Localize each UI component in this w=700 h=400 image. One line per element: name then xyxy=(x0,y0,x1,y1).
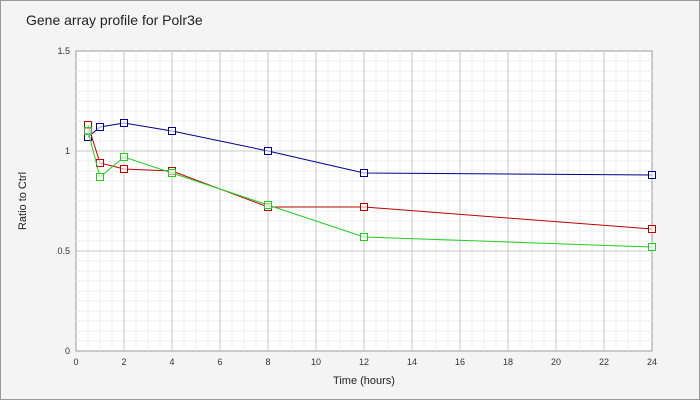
x-axis-label: Time (hours) xyxy=(333,375,395,387)
data-point-marker xyxy=(648,171,656,179)
data-point-marker xyxy=(84,127,92,135)
data-point-marker xyxy=(648,225,656,233)
x-tick-label: 14 xyxy=(407,357,417,367)
data-point-marker xyxy=(360,169,368,177)
data-point-marker xyxy=(96,159,104,167)
x-tick-label: 2 xyxy=(121,357,126,367)
x-tick-label: 0 xyxy=(73,357,78,367)
series-3 xyxy=(84,127,656,251)
data-point-marker xyxy=(264,201,272,209)
data-point-marker xyxy=(168,127,176,135)
series-1 xyxy=(84,119,656,179)
x-tick-label: 4 xyxy=(169,357,174,367)
x-tick-label: 12 xyxy=(359,357,369,367)
data-point-marker xyxy=(264,147,272,155)
y-tick-label: 0 xyxy=(65,346,70,356)
x-tick-label: 24 xyxy=(647,357,657,367)
data-point-marker xyxy=(360,233,368,241)
x-tick-label: 18 xyxy=(503,357,513,367)
series-layer xyxy=(84,119,656,251)
data-point-marker xyxy=(648,243,656,251)
x-tick-label: 10 xyxy=(311,357,321,367)
y-tick-label: 1.5 xyxy=(57,46,70,56)
data-point-marker xyxy=(96,123,104,131)
data-point-marker xyxy=(96,173,104,181)
y-tick-label: 0.5 xyxy=(57,246,70,256)
x-tick-label: 16 xyxy=(455,357,465,367)
chart-title: Gene array profile for Polr3e xyxy=(26,12,203,28)
data-point-marker xyxy=(120,153,128,161)
data-point-marker xyxy=(360,203,368,211)
x-tick-label: 6 xyxy=(217,357,222,367)
data-point-marker xyxy=(168,169,176,177)
x-tick-label: 8 xyxy=(265,357,270,367)
x-tick-label: 20 xyxy=(551,357,561,367)
y-tick-label: 1 xyxy=(65,146,70,156)
data-point-marker xyxy=(120,165,128,173)
x-tick-label: 22 xyxy=(599,357,609,367)
y-axis-label: Ratio to Ctrl xyxy=(17,172,29,230)
data-point-marker xyxy=(120,119,128,127)
